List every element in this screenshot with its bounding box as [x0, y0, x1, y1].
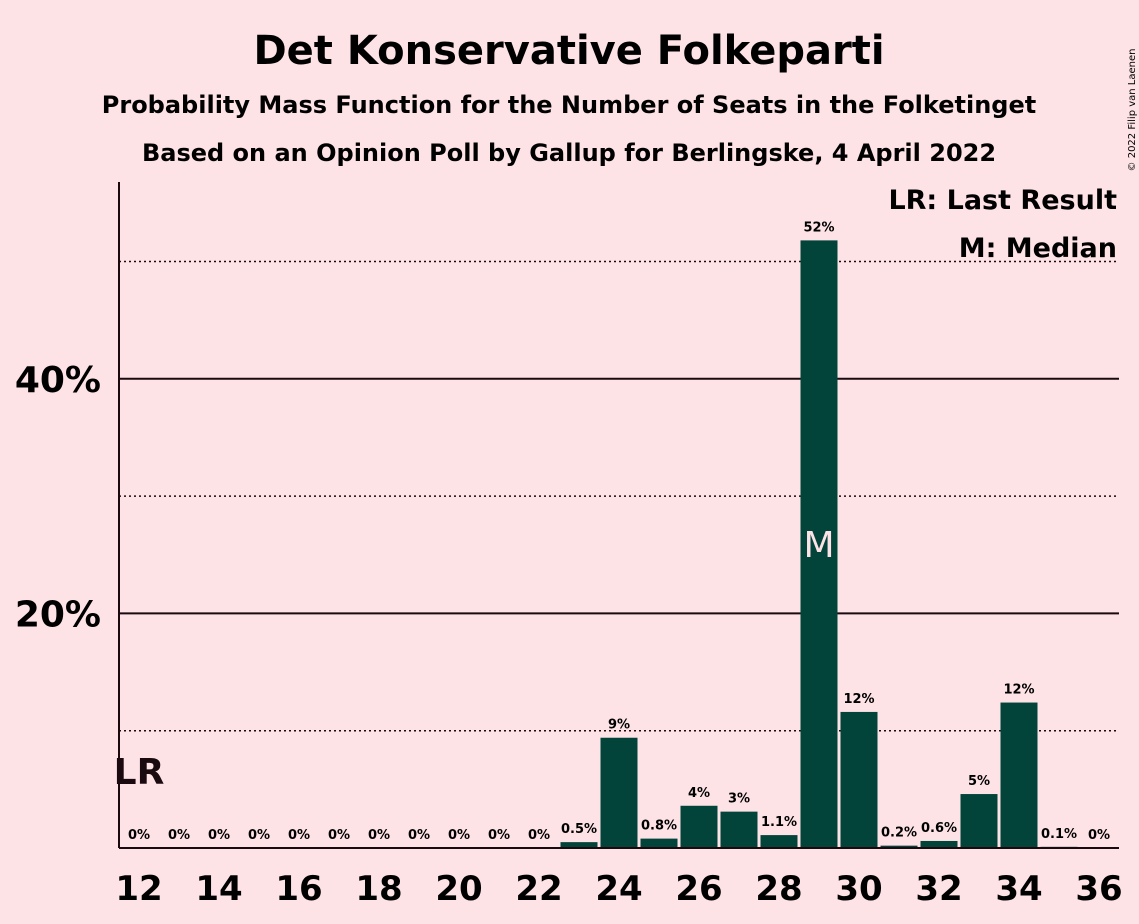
bars-group — [560, 240, 1078, 849]
value-label: 0% — [328, 828, 350, 843]
value-label: 12% — [843, 692, 874, 707]
y-tick-label: 20% — [15, 594, 101, 635]
value-label: 0% — [488, 828, 510, 843]
gridlines — [119, 260, 1119, 732]
value-label: 5% — [968, 774, 990, 789]
x-tick-label: 14 — [195, 869, 242, 909]
chart-title: Det Konservative Folkeparti — [253, 28, 884, 74]
bar — [880, 845, 918, 848]
bar — [920, 840, 958, 848]
value-label: 0% — [128, 828, 150, 843]
x-tick-label: 28 — [755, 869, 802, 909]
value-label: 0.5% — [561, 822, 597, 837]
x-tick-label: 20 — [435, 869, 482, 909]
bar — [680, 805, 718, 848]
x-tick-label: 18 — [355, 869, 402, 909]
value-label: 4% — [688, 786, 710, 801]
copyright-credit: © 2022 Filip van Laenen — [1127, 49, 1138, 172]
value-label: 0.1% — [1041, 827, 1077, 842]
bar — [640, 838, 678, 848]
value-label: 52% — [803, 220, 834, 235]
x-tick-label: 22 — [515, 869, 562, 909]
median-marker: M — [803, 525, 834, 566]
value-label: 1.1% — [761, 815, 797, 830]
value-label: 12% — [1003, 683, 1034, 698]
value-label: 0.2% — [881, 826, 917, 841]
value-label: 3% — [728, 792, 750, 807]
bar — [560, 842, 598, 848]
bar — [840, 711, 878, 848]
legend-last-result: LR: Last Result — [888, 185, 1117, 216]
value-label: 0.6% — [921, 821, 957, 836]
chart-subtitle-2: Based on an Opinion Poll by Gallup for B… — [142, 139, 996, 167]
value-label: 0% — [408, 828, 430, 843]
legend-median: M: Median — [959, 233, 1117, 264]
y-tick-label: 40% — [15, 360, 101, 401]
value-label: 0.8% — [641, 819, 677, 834]
last-result-marker: LR — [114, 752, 165, 793]
x-tick-label: 30 — [835, 869, 882, 909]
value-labels-group: 0% 0% 0% 0% 0% 0% 0% 0% 0% 0% 0% 0.5% 9% 0.8% 4% 3% 1.1%… — [114, 220, 1110, 843]
value-label: 0% — [208, 828, 230, 843]
chart-subtitle-1: Probability Mass Function for the Number… — [102, 91, 1036, 119]
x-tick-label: 34 — [995, 869, 1042, 909]
x-tick-label: 26 — [675, 869, 722, 909]
x-axis-ticks: 12 14 16 18 20 22 24 26 28 30 32 34 36 — [115, 869, 1122, 909]
x-tick-label: 12 — [115, 869, 162, 909]
bar — [720, 811, 758, 848]
x-tick-label: 16 — [275, 869, 322, 909]
value-label: 0% — [168, 828, 190, 843]
value-label: 0% — [448, 828, 470, 843]
y-axis-ticks: 20% 40% — [15, 360, 101, 636]
value-label: 0% — [368, 828, 390, 843]
x-tick-label: 36 — [1075, 869, 1122, 909]
value-label: 0% — [528, 828, 550, 843]
value-label: 0% — [1088, 828, 1110, 843]
bar — [600, 737, 638, 848]
x-tick-label: 24 — [595, 869, 642, 909]
bar — [1000, 702, 1038, 848]
value-label: 0% — [248, 828, 270, 843]
bar — [800, 240, 838, 849]
bar — [760, 835, 798, 848]
value-label: 0% — [288, 828, 310, 843]
x-tick-label: 32 — [915, 869, 962, 909]
value-label: 9% — [608, 718, 630, 733]
bar — [960, 794, 998, 848]
